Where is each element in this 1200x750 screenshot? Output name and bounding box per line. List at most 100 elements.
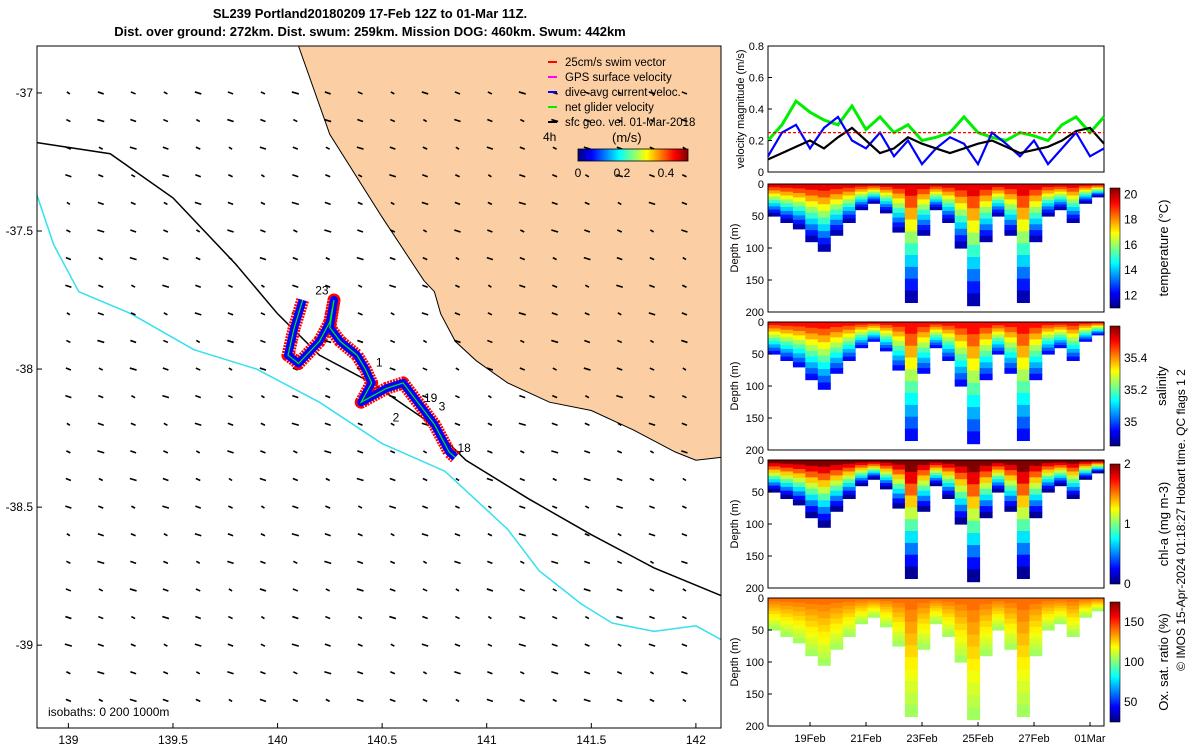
track-label: 19	[424, 391, 438, 405]
geo-arrow	[291, 201, 300, 206]
section-cell	[954, 479, 968, 487]
section-cell	[904, 633, 918, 646]
section-cell	[904, 357, 918, 370]
geo-arrow	[356, 146, 364, 150]
section-cell	[780, 341, 794, 346]
section-cell	[805, 621, 819, 628]
section-cell	[805, 350, 819, 358]
section-cell	[1029, 333, 1043, 340]
geo-arrow	[130, 284, 136, 288]
section-cell	[992, 626, 1005, 631]
geo-arrow	[292, 560, 298, 565]
section-cell	[867, 609, 881, 612]
section-cell	[1016, 357, 1030, 370]
section-cell	[855, 600, 869, 604]
section-cell	[1066, 199, 1080, 204]
geo-arrow	[66, 118, 71, 123]
geo-arrow	[389, 367, 396, 371]
section-cell	[1029, 471, 1043, 478]
geo-arrow	[454, 615, 460, 620]
section-cell	[867, 463, 881, 467]
section-cell	[929, 472, 943, 476]
section-cell	[842, 203, 856, 208]
section-cell	[1016, 598, 1030, 611]
section-cell	[880, 186, 893, 191]
section-cell	[817, 631, 831, 639]
section-cell	[1066, 471, 1080, 476]
section-cell	[867, 599, 881, 603]
depth-tick-label: 100	[746, 657, 764, 669]
section-cell	[954, 636, 968, 644]
geo-arrow	[259, 367, 267, 371]
section-cell	[1079, 327, 1093, 331]
geo-arrow	[616, 229, 623, 233]
section-cell	[942, 191, 956, 197]
section-cell	[817, 460, 831, 468]
section-cell	[1004, 598, 1018, 604]
section-cell	[842, 348, 856, 354]
section-cell	[830, 598, 844, 604]
section-cell	[904, 266, 918, 280]
geo-arrow	[292, 174, 299, 178]
colorbar-tick: 0.4	[658, 166, 675, 180]
section-cell	[942, 628, 956, 634]
geo-arrow	[487, 422, 493, 426]
section-cell	[1016, 460, 1030, 473]
section-cell	[867, 184, 881, 187]
geo-arrow	[455, 367, 460, 371]
section-cell	[1029, 224, 1043, 231]
geo-arrow	[292, 505, 299, 509]
section-cell	[917, 214, 931, 221]
section-cell	[867, 323, 881, 327]
section-cell	[1079, 473, 1093, 476]
section-cell	[1066, 325, 1080, 331]
geo-arrow	[163, 533, 168, 537]
section-cell	[992, 196, 1005, 201]
section-cell	[792, 469, 806, 475]
section-cell	[929, 204, 943, 208]
geo-arrow	[454, 560, 461, 565]
section-cell	[780, 471, 794, 476]
geo-arrow	[649, 615, 655, 620]
section-cell	[967, 370, 981, 384]
section-cell	[892, 617, 906, 623]
geo-arrow	[519, 118, 525, 123]
section-cell	[867, 195, 881, 198]
section-cell	[880, 474, 893, 478]
geo-arrow	[584, 615, 590, 620]
section-cell	[979, 615, 993, 622]
section-cell	[780, 624, 794, 630]
section-cell	[768, 331, 781, 336]
section-cell	[1066, 341, 1080, 346]
section-cell	[1004, 342, 1018, 349]
geo-arrow	[551, 643, 558, 647]
section-cell	[892, 503, 906, 509]
section-cell	[992, 472, 1005, 477]
section-cell	[880, 209, 893, 214]
section-cell	[1041, 212, 1055, 217]
geo-arrow	[552, 394, 558, 399]
section-cell	[842, 628, 856, 634]
geo-arrow	[97, 560, 105, 565]
section-cell	[768, 196, 781, 201]
geo-arrow	[356, 477, 364, 482]
geo-arrow	[357, 532, 363, 537]
geo-arrow	[227, 422, 234, 427]
section-cell	[1041, 338, 1055, 342]
section-cell	[942, 460, 956, 465]
section-cell	[867, 465, 881, 469]
section-cell	[992, 601, 1005, 605]
geo-arrow	[422, 560, 428, 565]
section-cell	[1041, 200, 1055, 204]
section-cell	[817, 382, 831, 390]
section-cell	[1054, 207, 1068, 211]
section-cell	[954, 623, 968, 631]
section-cell	[855, 191, 869, 195]
section-cell	[967, 334, 981, 347]
section-cell	[880, 327, 893, 332]
section-cell	[1004, 337, 1018, 344]
section-cell	[979, 465, 993, 473]
section-cell	[842, 475, 856, 480]
section-cell	[979, 603, 993, 611]
geo-arrow	[66, 339, 71, 344]
